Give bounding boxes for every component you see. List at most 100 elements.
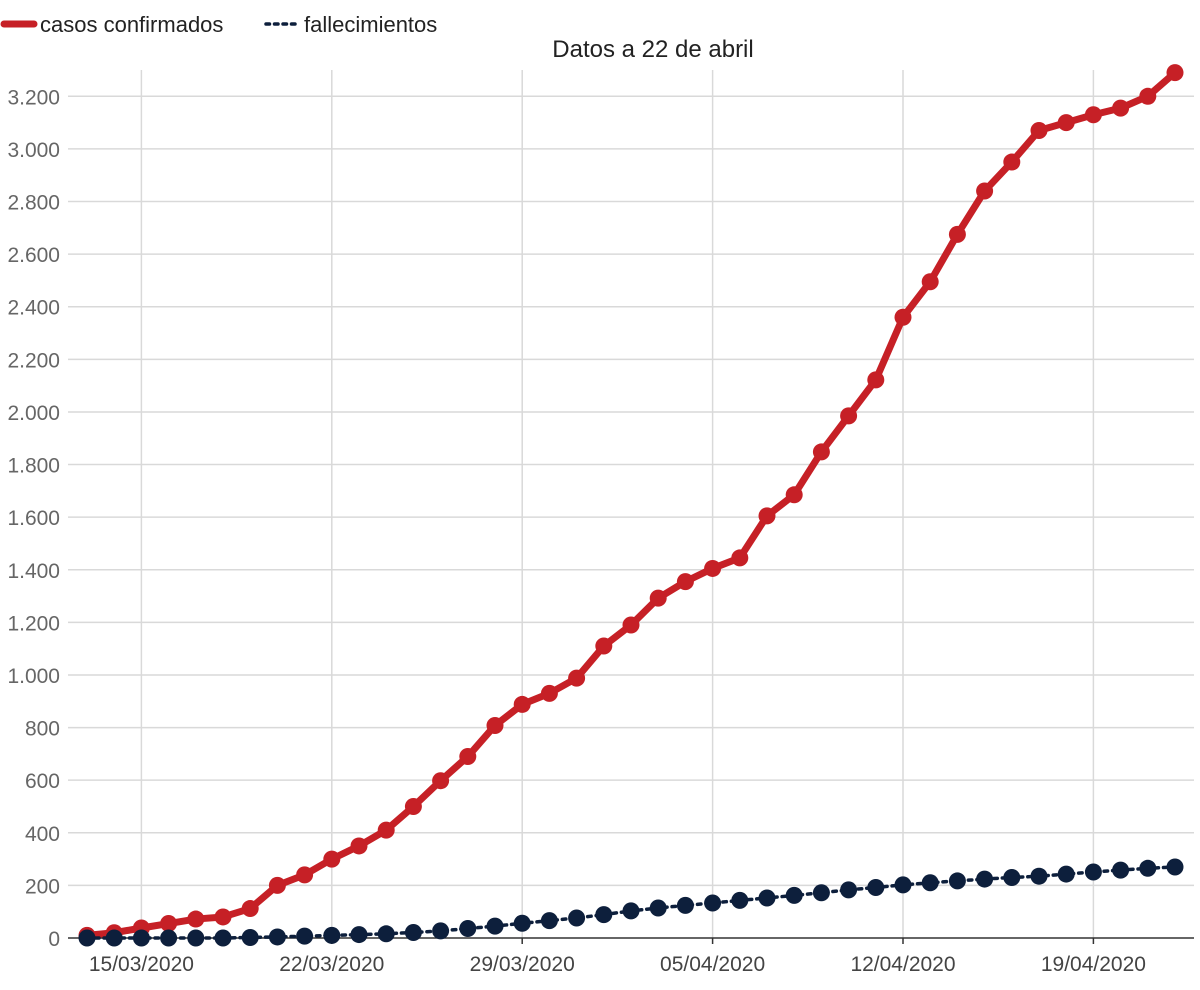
y-tick-label: 1.000 (7, 665, 60, 688)
y-tick-label: 1.600 (7, 507, 60, 530)
data-point-casos-confirmados[interactable] (323, 850, 341, 868)
data-point-fallecimientos[interactable] (296, 927, 314, 945)
data-point-casos-confirmados[interactable] (350, 837, 368, 855)
data-point-casos-confirmados[interactable] (404, 797, 422, 815)
data-point-fallecimientos[interactable] (704, 894, 722, 912)
data-point-casos-confirmados[interactable] (296, 866, 314, 884)
y-tick-label: 3.200 (7, 86, 60, 109)
data-point-fallecimientos[interactable] (1139, 859, 1157, 877)
data-point-fallecimientos[interactable] (840, 881, 858, 899)
data-point-casos-confirmados[interactable] (268, 876, 286, 894)
x-axis: 15/03/2020 22/03/2020 29/03/2020 05/04/2020… (89, 938, 1146, 976)
data-point-casos-confirmados[interactable] (921, 273, 939, 291)
data-point-casos-confirmados[interactable] (459, 748, 477, 766)
data-point-casos-confirmados[interactable] (568, 669, 586, 687)
data-point-casos-confirmados[interactable] (1112, 99, 1130, 117)
data-point-fallecimientos[interactable] (976, 870, 994, 888)
legend-item-casos-confirmados[interactable]: casos confirmados (0, 12, 223, 37)
data-point-casos-confirmados[interactable] (622, 616, 640, 634)
data-point-casos-confirmados[interactable] (241, 900, 259, 918)
data-point-casos-confirmados[interactable] (1030, 121, 1048, 139)
y-tick-label: 2.600 (7, 244, 60, 267)
data-point-casos-confirmados[interactable] (486, 716, 504, 734)
y-tick-label: 200 (25, 875, 60, 898)
data-point-fallecimientos[interactable] (432, 922, 450, 940)
y-tick-label: 1.400 (7, 560, 60, 583)
data-point-casos-confirmados[interactable] (785, 486, 803, 504)
x-tick-label: 19/04/2020 (1041, 953, 1146, 976)
grid-lines (68, 70, 1194, 938)
data-point-casos-confirmados[interactable] (840, 407, 858, 425)
y-axis: 0 200 400 600 800 1.000 1.200 1.400 1.600 1.800 2.… (7, 86, 60, 951)
y-tick-label: 1.800 (7, 455, 60, 478)
data-point-fallecimientos[interactable] (622, 902, 640, 920)
data-point-casos-confirmados[interactable] (513, 695, 531, 713)
data-point-casos-confirmados[interactable] (1003, 153, 1021, 171)
data-point-casos-confirmados[interactable] (894, 308, 912, 326)
data-point-fallecimientos[interactable] (513, 914, 531, 932)
data-point-casos-confirmados[interactable] (1166, 64, 1184, 82)
data-point-casos-confirmados[interactable] (432, 772, 450, 790)
data-point-fallecimientos[interactable] (486, 917, 504, 935)
data-point-casos-confirmados[interactable] (758, 507, 776, 525)
data-point-fallecimientos[interactable] (1030, 867, 1048, 885)
data-point-casos-confirmados[interactable] (540, 684, 558, 702)
data-point-casos-confirmados[interactable] (187, 910, 205, 928)
data-point-casos-confirmados[interactable] (1139, 87, 1157, 105)
data-point-fallecimientos[interactable] (948, 872, 966, 890)
data-point-fallecimientos[interactable] (1112, 861, 1130, 879)
data-point-fallecimientos[interactable] (1084, 863, 1102, 881)
data-point-casos-confirmados[interactable] (731, 549, 749, 567)
data-point-casos-confirmados[interactable] (976, 182, 994, 200)
data-point-fallecimientos[interactable] (540, 912, 558, 930)
data-point-casos-confirmados[interactable] (676, 573, 694, 591)
data-point-casos-confirmados[interactable] (377, 821, 395, 839)
data-point-fallecimientos[interactable] (323, 926, 341, 944)
data-point-fallecimientos[interactable] (731, 891, 749, 909)
y-tick-label: 3.000 (7, 139, 60, 162)
data-point-casos-confirmados[interactable] (704, 559, 722, 577)
data-point-casos-confirmados[interactable] (948, 225, 966, 243)
data-point-casos-confirmados[interactable] (1084, 106, 1102, 124)
data-point-fallecimientos[interactable] (649, 899, 667, 917)
data-point-fallecimientos[interactable] (132, 929, 150, 947)
data-point-fallecimientos[interactable] (758, 889, 776, 907)
data-point-fallecimientos[interactable] (214, 929, 232, 947)
data-point-fallecimientos[interactable] (78, 929, 96, 947)
data-point-fallecimientos[interactable] (812, 884, 830, 902)
data-point-fallecimientos[interactable] (187, 929, 205, 947)
data-point-fallecimientos[interactable] (894, 876, 912, 894)
data-point-casos-confirmados[interactable] (649, 589, 667, 607)
data-point-casos-confirmados[interactable] (214, 908, 232, 926)
data-point-fallecimientos[interactable] (160, 929, 178, 947)
data-point-casos-confirmados[interactable] (160, 915, 178, 933)
y-tick-label: 600 (25, 770, 60, 793)
x-tick-label: 12/04/2020 (850, 953, 955, 976)
data-point-casos-confirmados[interactable] (1057, 114, 1075, 132)
legend-label-fallecimientos: fallecimientos (304, 12, 437, 37)
data-point-fallecimientos[interactable] (676, 896, 694, 914)
legend-item-fallecimientos[interactable]: fallecimientos (264, 12, 437, 37)
data-point-fallecimientos[interactable] (785, 886, 803, 904)
data-point-fallecimientos[interactable] (921, 874, 939, 892)
data-point-fallecimientos[interactable] (1166, 858, 1184, 876)
x-tick-label: 29/03/2020 (470, 953, 575, 976)
data-point-casos-confirmados[interactable] (867, 371, 885, 389)
data-point-fallecimientos[interactable] (568, 909, 586, 927)
data-point-fallecimientos[interactable] (268, 928, 286, 946)
data-point-fallecimientos[interactable] (1003, 869, 1021, 887)
data-point-fallecimientos[interactable] (595, 906, 613, 924)
data-point-fallecimientos[interactable] (350, 926, 368, 944)
data-point-fallecimientos[interactable] (377, 925, 395, 943)
y-tick-label: 2.400 (7, 297, 60, 320)
data-point-fallecimientos[interactable] (105, 929, 123, 947)
data-point-fallecimientos[interactable] (241, 928, 259, 946)
series-layer (78, 64, 1184, 947)
x-tick-label: 15/03/2020 (89, 953, 194, 976)
data-point-casos-confirmados[interactable] (812, 443, 830, 461)
data-point-fallecimientos[interactable] (867, 878, 885, 896)
data-point-fallecimientos[interactable] (1057, 865, 1075, 883)
data-point-fallecimientos[interactable] (459, 920, 477, 938)
data-point-casos-confirmados[interactable] (595, 637, 613, 655)
data-point-fallecimientos[interactable] (404, 923, 422, 941)
